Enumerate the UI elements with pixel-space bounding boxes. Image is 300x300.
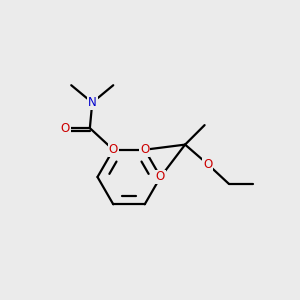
Text: O: O [109, 143, 118, 156]
Text: O: O [156, 170, 165, 184]
Text: O: O [203, 158, 212, 171]
Text: O: O [61, 122, 70, 135]
Text: O: O [140, 143, 149, 156]
Text: N: N [88, 96, 97, 109]
